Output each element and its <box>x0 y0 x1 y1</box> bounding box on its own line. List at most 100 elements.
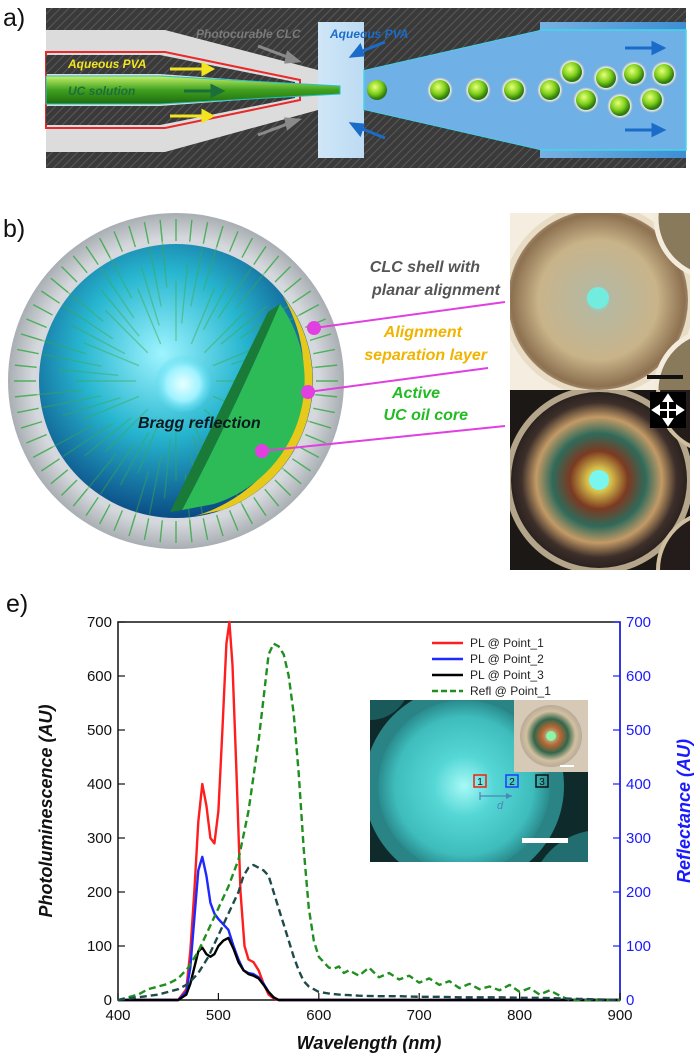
droplet-train <box>427 59 677 119</box>
x-tick-label: 600 <box>306 1007 331 1024</box>
point-box-3 <box>535 774 549 788</box>
y-tick-label: 200 <box>87 884 112 901</box>
clc-molecule-outer <box>60 479 78 497</box>
clc-molecule-outer <box>253 245 267 265</box>
clc-molecule-outer <box>315 394 338 398</box>
legend-label: PL @ Point_3 <box>470 668 544 682</box>
clc-molecule-outer <box>143 221 150 244</box>
clc-molecule-outer <box>309 420 332 429</box>
clc-molecule-outer <box>85 497 99 517</box>
point-label-3: 3 <box>539 777 545 788</box>
label-clc-shell-1: CLC shell with <box>370 259 480 276</box>
clc-molecule-inner <box>190 247 204 307</box>
aqueous-left-label: Aqueous PVA <box>67 57 146 71</box>
clc-molecule-inner <box>62 422 114 458</box>
clc-molecule-outer <box>215 225 224 248</box>
clc-molecule-inner <box>104 309 149 354</box>
y2-tick-label: 200 <box>626 884 651 901</box>
series-line-4 <box>117 642 620 1002</box>
bragg-glow <box>155 356 211 412</box>
point-box-1 <box>473 774 487 788</box>
clc-molecule-inner <box>130 470 150 529</box>
alignment-layer <box>195 296 313 516</box>
y-tick-label: 500 <box>87 722 112 739</box>
clc-molecule-outer <box>264 255 280 274</box>
clc-molecule-outer <box>16 348 39 355</box>
clc-molecule-outer <box>72 255 88 274</box>
x-tick-label: 700 <box>407 1007 432 1024</box>
point-label-2: 2 <box>509 777 515 788</box>
y2-tick-label: 100 <box>626 938 651 955</box>
spectrum-chart: 400 500 600 700 800 9000100200300400500600700… <box>36 614 694 1053</box>
y-tick-label: 700 <box>87 614 112 631</box>
clc-molecule-inner <box>84 417 132 457</box>
clc-molecule-outer <box>292 290 312 304</box>
clc-molecule-outer <box>299 304 320 316</box>
blue-arrows <box>348 40 667 140</box>
clc-molecule-inner <box>141 267 160 326</box>
clc-molecule-inner <box>104 408 149 453</box>
clc-molecule-inner <box>137 417 162 474</box>
y-tick-label: 0 <box>104 992 112 1009</box>
clc-molecule-outer <box>274 265 292 283</box>
clc-molecule-inner <box>77 453 117 501</box>
clc-molecule-outer <box>159 219 163 242</box>
series-line-5 <box>117 863 621 1002</box>
legend-label: Refl @ Point_1 <box>470 684 551 698</box>
microfluidic-device: Photocurable CLC Aqueous PVA Aqueous PVA… <box>45 8 687 168</box>
clc-molecule-inner <box>56 282 104 322</box>
clc-molecule-inner <box>99 267 135 319</box>
clc-molecule-outer <box>283 277 302 293</box>
label-alignment-1: Alignment <box>383 324 463 341</box>
clc-molecule-inner <box>62 397 121 416</box>
y2-tick-label: 0 <box>626 992 634 1009</box>
clc-molecule-outer <box>143 518 150 541</box>
clc-molecule-inner <box>22 389 83 397</box>
crossed-polarizer-icon <box>651 393 685 427</box>
y-tick-label: 600 <box>87 668 112 685</box>
aqueous-top-label: Aqueous PVA <box>329 27 408 41</box>
clc-molecule-outer <box>60 265 78 283</box>
clc-molecule-outer <box>292 458 312 472</box>
x-tick-label: 500 <box>206 1007 231 1024</box>
clc-molecule-outer <box>241 504 253 525</box>
point-label-1: 1 <box>477 777 483 788</box>
clc-molecule-inner <box>148 247 162 307</box>
clc-molecule-inner <box>203 309 248 354</box>
series-line-3 <box>118 936 620 1002</box>
clc-molecule-inner <box>83 395 140 420</box>
clc-molecule-inner <box>119 431 150 486</box>
clc-molecule-inner <box>160 227 168 288</box>
clc-molecule-outer <box>85 245 99 265</box>
clc-molecule-outer <box>189 219 193 242</box>
x-tick-label: 800 <box>507 1007 532 1024</box>
yellow-arrows <box>170 61 216 124</box>
clc-molecule-outer <box>305 433 326 444</box>
x-tick-label: 400 <box>105 1007 130 1024</box>
green-arrow <box>184 83 226 99</box>
clc-molecule-inner <box>58 368 119 377</box>
leader-lines <box>255 301 506 458</box>
clc-molecule-inner <box>148 455 162 515</box>
inset-micrograph: 1 2 3 d <box>370 700 588 862</box>
clc-molecule-outer <box>26 433 47 444</box>
clc-molecule-inner <box>180 263 189 324</box>
clc-molecule-outer <box>315 364 338 368</box>
clc-molecule-outer <box>128 514 137 537</box>
clc-molecule-outer <box>50 277 69 293</box>
clc-molecule-outer <box>32 304 53 316</box>
clc-molecule-inner <box>137 288 162 345</box>
clc-molecule-outer <box>26 318 47 329</box>
clc-molecule-inner <box>83 342 140 367</box>
clc-molecule-inner <box>42 395 102 409</box>
y-tick-label: 300 <box>87 830 112 847</box>
scale-bar-inset <box>522 838 568 843</box>
y2-tick-label: 500 <box>626 722 651 739</box>
clc-molecule-inner <box>28 335 87 355</box>
scale-bar-c <box>647 375 683 379</box>
legend-label: PL @ Point_2 <box>470 652 544 666</box>
clc-molecule-outer <box>215 514 224 537</box>
series-layer <box>117 620 621 1002</box>
clc-molecule-outer <box>16 407 39 414</box>
y-tick-label: 100 <box>87 938 112 955</box>
